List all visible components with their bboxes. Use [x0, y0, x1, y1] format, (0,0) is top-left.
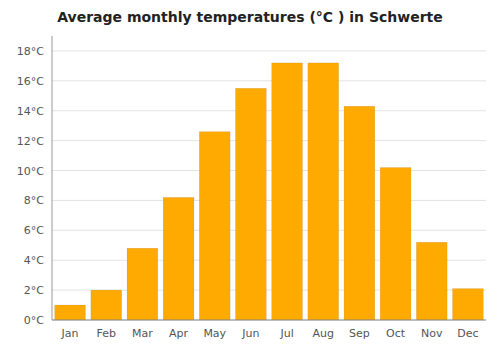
y-tick-label: 8°C — [24, 194, 44, 207]
grid-line — [52, 200, 486, 201]
bar — [236, 88, 267, 320]
y-tick-label: 6°C — [24, 224, 44, 237]
x-tick-label: Oct — [386, 327, 406, 340]
x-tick-label: May — [203, 327, 226, 340]
x-tick-label: Dec — [457, 327, 478, 340]
grid-line — [52, 80, 486, 81]
y-tick-label: 18°C — [17, 45, 44, 58]
bar — [199, 132, 230, 320]
x-axis-line — [52, 320, 486, 321]
grid-line — [52, 50, 486, 51]
grid-line — [52, 110, 486, 111]
bar — [453, 289, 484, 320]
grid-line — [52, 140, 486, 141]
bar — [308, 63, 339, 320]
bar — [344, 106, 375, 320]
y-tick-label: 2°C — [24, 284, 44, 297]
y-tick-label: 14°C — [17, 105, 44, 118]
x-tick-label: Jul — [279, 327, 293, 340]
y-tick-label: 16°C — [17, 75, 44, 88]
grid-line — [52, 230, 486, 231]
title: Average monthly temperatures (°C ) in Sc… — [57, 9, 443, 25]
x-tick-label: Apr — [169, 327, 189, 340]
bars — [55, 63, 484, 320]
x-tick-labels: Jan Feb Mar Apr May Jun Jul Aug Sep Oct Nov Dec — [61, 327, 479, 340]
grid-line — [52, 170, 486, 171]
chart: Average monthly temperatures (°C ) in Sc… — [0, 0, 500, 350]
x-tick-label: Aug — [313, 327, 334, 340]
x-tick-label: Mar — [132, 327, 153, 340]
y-grid — [52, 51, 486, 320]
x-tick-label: Jun — [241, 327, 259, 340]
bar — [91, 290, 122, 320]
bar — [416, 242, 447, 320]
x-tick-label: Nov — [421, 327, 443, 340]
y-tick-label: 4°C — [24, 254, 44, 267]
y-tick-label: 10°C — [17, 165, 44, 178]
y-tick-labels: 0°C 2°C 4°C 6°C 8°C 10°C 12°C 14°C 16°C 18°C — [17, 45, 44, 327]
y-tick-label: 12°C — [17, 135, 44, 148]
bar — [127, 248, 158, 320]
y-tick-label: 0°C — [24, 314, 44, 327]
bar — [272, 63, 303, 320]
chart-container: Average monthly temperatures (°C ) in Sc… — [0, 0, 500, 350]
bar — [380, 168, 411, 320]
bar — [163, 197, 194, 320]
x-tick-label: Jan — [61, 327, 79, 340]
x-tick-label: Feb — [97, 327, 116, 340]
grid-line — [52, 320, 486, 321]
bar — [55, 305, 86, 320]
y-axis-line — [52, 36, 53, 320]
x-tick-label: Sep — [349, 327, 370, 340]
